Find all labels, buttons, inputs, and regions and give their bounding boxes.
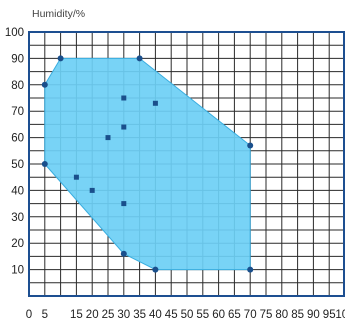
y-tick-labels: 10 20 30 40 50 60 70 80 90 100	[5, 27, 24, 277]
interior-point	[73, 174, 79, 180]
plot-frame	[28, 31, 345, 297]
x-tick-label: 60	[212, 309, 225, 321]
boundary-point	[41, 81, 48, 88]
y-axis-title: Humidity/%	[32, 8, 85, 20]
y-tick-label: 60	[11, 133, 24, 145]
interior-point	[152, 100, 158, 106]
x-tick-labels: 05 1520253035404550556065707580859095100	[26, 309, 345, 321]
x-tick-label: 35	[133, 309, 146, 321]
x-tick-label: 50	[181, 309, 194, 321]
boundary-point	[41, 161, 48, 167]
x-tick-label: 90	[307, 309, 320, 321]
y-tick-label: 10	[11, 265, 24, 277]
x-tick-label: 0	[26, 309, 32, 321]
y-tick-label: 20	[11, 238, 24, 250]
x-tick-label: 40	[149, 309, 162, 321]
y-tick-label: 100	[5, 27, 24, 39]
interior-point	[121, 95, 127, 101]
y-tick-label: 40	[11, 185, 24, 197]
y-tick-label: 30	[11, 212, 24, 224]
x-tick-label: 80	[275, 309, 288, 321]
x-tick-label: 45	[165, 309, 178, 321]
boundary-point	[247, 266, 254, 273]
x-tick-label: 75	[260, 309, 273, 321]
x-tick-label: 15	[70, 309, 83, 321]
interior-point	[105, 135, 111, 141]
x-tick-label: 70	[244, 309, 257, 321]
x-tick-label: 85	[291, 309, 304, 321]
y-tick-label: 80	[11, 80, 24, 92]
interior-point	[89, 187, 95, 193]
x-tick-label: 95	[323, 309, 336, 321]
boundary-point	[57, 55, 64, 62]
x-tick-label: 5	[42, 309, 48, 321]
interior-point	[121, 201, 127, 207]
data-points	[41, 55, 254, 273]
x-tick-label: 20	[86, 309, 99, 321]
y-tick-label: 70	[11, 106, 24, 118]
x-tick-label: 100	[335, 309, 345, 321]
x-tick-label: 25	[102, 309, 115, 321]
x-tick-label: 30	[117, 309, 130, 321]
x-tick-label: 65	[228, 309, 241, 321]
y-tick-label: 50	[11, 159, 24, 171]
y-tick-label: 90	[11, 53, 24, 65]
boundary-point	[136, 55, 143, 62]
x-tick-label: 55	[196, 309, 209, 321]
boundary-point	[152, 266, 159, 273]
interior-point	[121, 124, 127, 130]
boundary-point	[247, 142, 254, 149]
boundary-point	[120, 250, 127, 257]
